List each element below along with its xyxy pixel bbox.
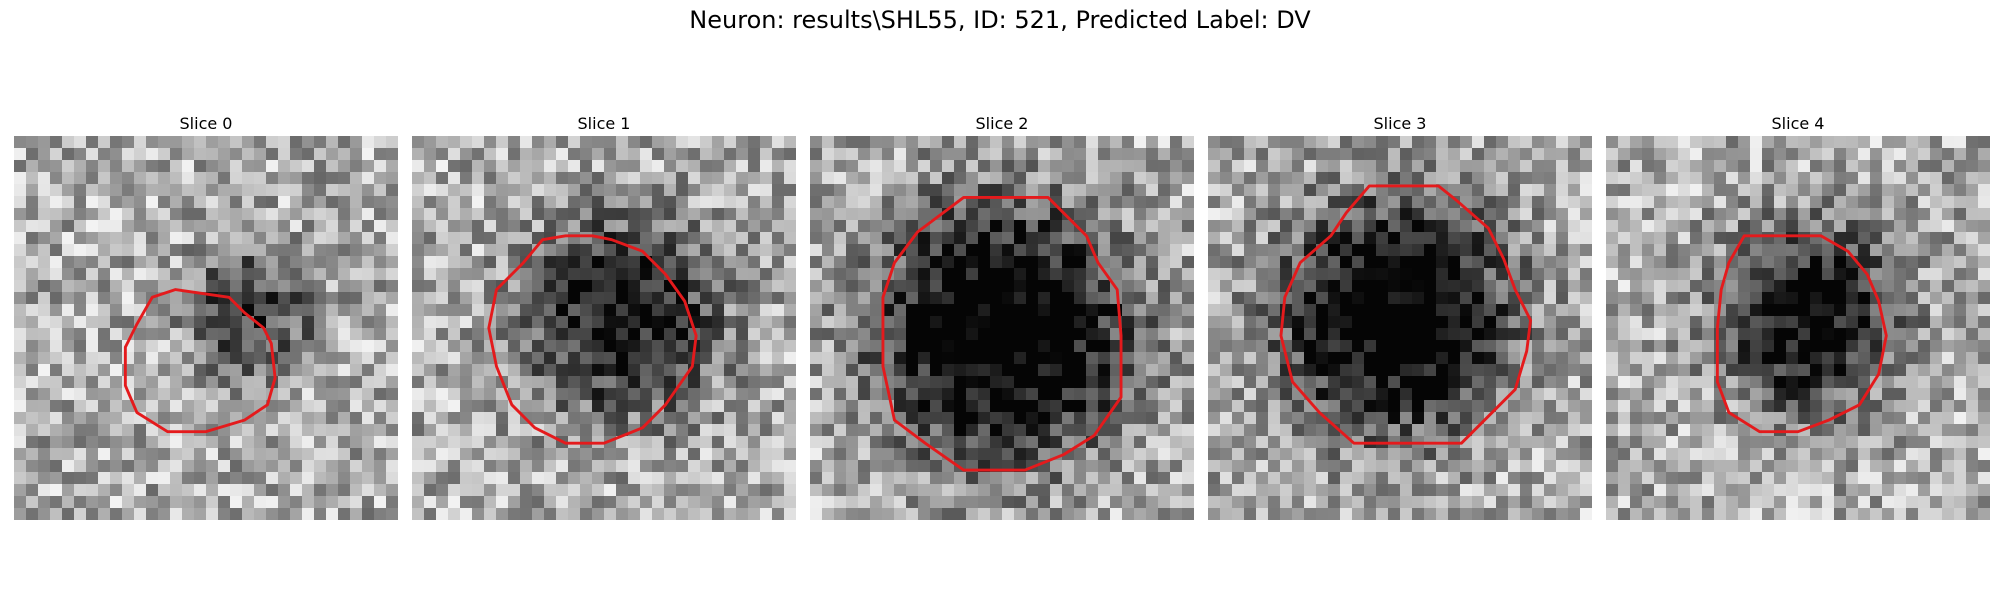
slice-image — [810, 136, 1194, 520]
figure-title: Neuron: results\SHL55, ID: 521, Predicte… — [689, 6, 1311, 34]
slice-title: Slice 0 — [179, 114, 233, 133]
slice-image — [412, 136, 796, 520]
roi-contour — [1279, 184, 1533, 445]
slice-panel-2: Slice 2 — [810, 112, 1194, 520]
roi-contour — [881, 195, 1123, 472]
pixel-grid — [810, 136, 1194, 520]
pixel-grid — [412, 136, 796, 520]
roi-contour — [487, 234, 698, 445]
pixel-grid — [1606, 136, 1990, 520]
slice-image — [14, 136, 398, 520]
slice-panel-1: Slice 1 — [412, 112, 796, 520]
roi-contour — [123, 288, 277, 434]
slice-title: Slice 3 — [1373, 114, 1427, 133]
slice-image — [1208, 136, 1592, 520]
slice-image — [1606, 136, 1990, 520]
slice-panel-0: Slice 0 — [14, 112, 398, 520]
roi-contour — [1715, 234, 1888, 434]
slice-panel-3: Slice 3 — [1208, 112, 1592, 520]
slice-title: Slice 4 — [1771, 114, 1825, 133]
pixel-grid — [14, 136, 398, 520]
slice-title: Slice 1 — [577, 114, 631, 133]
slice-panel-4: Slice 4 — [1606, 112, 1990, 520]
slice-title: Slice 2 — [975, 114, 1029, 133]
pixel-grid — [1208, 136, 1592, 520]
